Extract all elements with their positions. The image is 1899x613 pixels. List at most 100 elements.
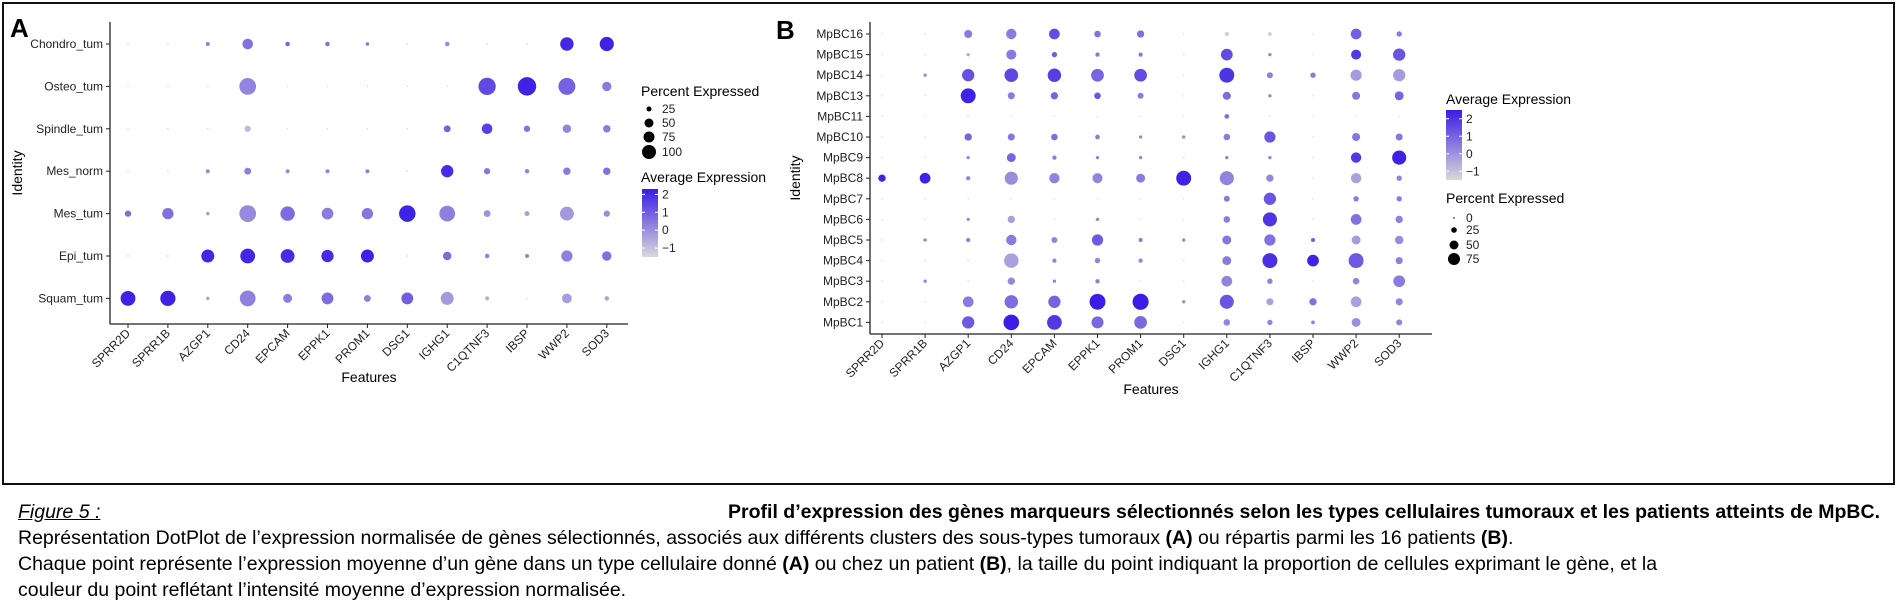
caption-line2-end: . [1508, 527, 1514, 549]
dot [1049, 173, 1060, 184]
dot [1262, 253, 1278, 269]
dot [1312, 198, 1314, 200]
dot [1352, 91, 1361, 100]
dot [244, 125, 251, 132]
dot [401, 292, 414, 305]
dot [604, 296, 610, 301]
dot [924, 301, 926, 303]
dot [1398, 115, 1400, 118]
dot [1183, 156, 1185, 159]
dot [1134, 316, 1147, 329]
caption-line-3: Chaque point représente l’expression moy… [18, 551, 1880, 577]
dot [1393, 48, 1406, 61]
dot [1089, 293, 1106, 310]
dot [1007, 215, 1015, 224]
dot [167, 255, 169, 257]
dot [207, 85, 209, 88]
dot [1182, 238, 1186, 242]
size-legend-dot [644, 118, 654, 128]
dot [1266, 174, 1274, 182]
dot [1224, 31, 1229, 37]
dot [603, 167, 611, 175]
dot [1006, 28, 1017, 40]
dot [1394, 91, 1404, 101]
dot [1053, 115, 1056, 118]
y-tick-label: MpBC3 [823, 274, 863, 288]
x-tick-label: SOD3 [1371, 336, 1404, 369]
dot [1348, 253, 1364, 269]
dot [239, 205, 257, 222]
dot [1183, 321, 1185, 324]
x-tick-label: DSG1 [1156, 336, 1189, 369]
dot [962, 296, 974, 308]
panel-label-B: B [776, 15, 795, 45]
dot [1312, 53, 1314, 56]
dot [526, 297, 528, 300]
dot [1263, 192, 1277, 205]
y-tick-label: Spindle_tum [36, 122, 103, 136]
dot [1183, 280, 1185, 282]
dot [1355, 115, 1357, 118]
x-tick-label: PROM1 [332, 326, 372, 366]
dot [1264, 131, 1276, 143]
dot [444, 41, 450, 47]
dot [1395, 133, 1403, 141]
y-tick-label: Chondro_tum [30, 37, 103, 51]
dot [484, 253, 490, 259]
x-tick-label: C1QTNF3 [1226, 336, 1275, 385]
dot [1095, 134, 1100, 140]
dot [1351, 317, 1361, 327]
dot [1183, 95, 1185, 97]
dot [966, 155, 970, 160]
dot [517, 77, 537, 96]
y-tick-label: MpBC5 [823, 233, 863, 247]
x-tick-label: CD24 [985, 336, 1017, 368]
x-tick-label: WWP2 [1325, 336, 1362, 373]
dot [1053, 218, 1056, 221]
dot [240, 248, 256, 264]
dot [127, 170, 129, 172]
dot [1094, 30, 1101, 38]
dot [924, 95, 926, 97]
dot [239, 290, 256, 307]
dot [881, 95, 883, 97]
dot [280, 249, 295, 263]
caption-line-2: Représentation DotPlot de l’expression n… [18, 525, 1880, 551]
dot [881, 74, 883, 76]
dot [924, 259, 926, 262]
x-tick-label: SPRR1B [129, 326, 173, 370]
dot [1312, 136, 1314, 138]
dot [603, 125, 611, 133]
dot [1350, 69, 1362, 81]
y-tick-label: MpBC9 [823, 151, 863, 165]
dot [1096, 198, 1099, 200]
size-legend-title: Percent Expressed [641, 83, 759, 99]
dot [1007, 133, 1015, 141]
size-legend-label: 50 [662, 116, 676, 130]
dot [446, 85, 448, 88]
figure-frame [2, 2, 1895, 485]
dot [406, 128, 408, 130]
dot [1006, 234, 1017, 246]
dot [280, 206, 295, 221]
dot [525, 254, 529, 258]
dot [366, 128, 369, 130]
dot [1222, 256, 1232, 266]
dot [1223, 133, 1231, 141]
dot [127, 43, 129, 45]
dot [1183, 74, 1185, 76]
dot [881, 53, 883, 56]
dot [127, 85, 129, 88]
x-tick-label: EPPK1 [295, 326, 332, 363]
x-tick-label: IGHG1 [416, 326, 453, 363]
dot [1139, 115, 1142, 118]
dot [1183, 33, 1185, 35]
dot [206, 296, 210, 301]
dot [1051, 51, 1058, 58]
dot [1223, 319, 1231, 326]
caption-line2-start: Représentation DotPlot de l’expression n… [18, 527, 1161, 549]
dot [881, 33, 883, 35]
dot [1007, 277, 1015, 285]
y-tick-label: MpBC1 [823, 315, 863, 329]
